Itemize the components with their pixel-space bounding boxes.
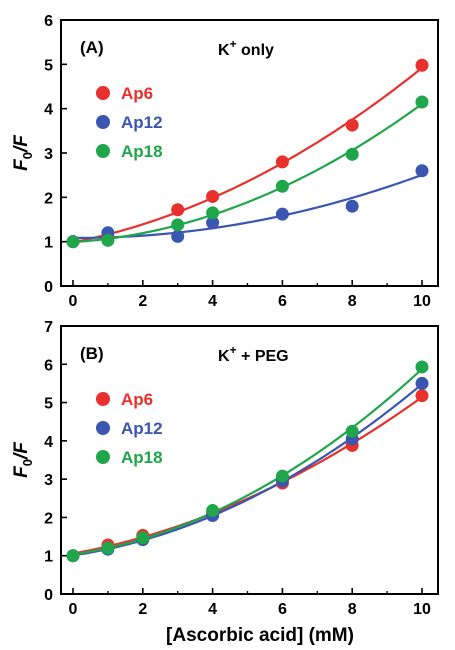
plot-frame xyxy=(60,325,439,595)
legend-marker-ap18 xyxy=(96,450,110,464)
data-point-ap12 xyxy=(415,164,429,178)
x-tick-label: 4 xyxy=(208,293,217,310)
data-point-ap12 xyxy=(415,376,429,390)
x-axis-title: [Ascorbic acid] (mM) xyxy=(166,625,354,646)
condition-label: K+ + PEG xyxy=(218,343,289,365)
y-axis-title-sub: 0 xyxy=(20,459,35,466)
y-axis-title-main: F xyxy=(11,465,32,478)
data-point-ap18 xyxy=(66,549,80,563)
data-point-ap18 xyxy=(345,424,359,438)
fit-curve-ap18 xyxy=(72,368,423,556)
data-point-ap18 xyxy=(415,360,429,374)
legend-marker-ap18 xyxy=(96,144,110,158)
legend-marker-ap6 xyxy=(96,86,110,100)
legend-marker-ap6 xyxy=(96,392,110,406)
y-tick-label: 4 xyxy=(44,434,53,451)
condition-base: K xyxy=(218,348,230,365)
y-tick-label: 3 xyxy=(44,146,53,163)
x-tick-label: 8 xyxy=(348,601,357,618)
x-tick-label: 0 xyxy=(69,601,78,618)
data-point-ap6 xyxy=(415,58,429,72)
legend-label-ap6: Ap6 xyxy=(121,84,153,103)
y-tick-label: 7 xyxy=(44,319,53,336)
panel-label: (A) xyxy=(80,38,104,57)
y-axis-title-main: F xyxy=(11,158,32,171)
x-tick-label: 6 xyxy=(278,293,287,310)
data-point-ap18 xyxy=(345,147,359,161)
data-point-ap18 xyxy=(275,179,289,193)
legend-label-ap12: Ap12 xyxy=(121,419,163,438)
data-point-ap12 xyxy=(171,229,185,243)
y-axis-title-sub: 0 xyxy=(20,152,35,159)
legend-marker-ap12 xyxy=(96,421,110,435)
y-tick-label: 5 xyxy=(44,396,53,413)
condition-sup: + xyxy=(230,343,237,357)
data-point-ap12 xyxy=(206,216,220,230)
x-tick-label: 8 xyxy=(348,293,357,310)
data-point-ap6 xyxy=(171,203,185,217)
data-point-ap12 xyxy=(275,207,289,221)
data-point-ap6 xyxy=(415,389,429,403)
x-tick-label: 10 xyxy=(413,293,431,310)
y-tick-label: 2 xyxy=(44,510,53,527)
data-point-ap6 xyxy=(206,189,220,203)
legend-label-ap18: Ap18 xyxy=(121,448,163,467)
data-point-ap18 xyxy=(136,531,150,545)
condition-sup: + xyxy=(230,37,237,51)
y-axis-title: F0/F xyxy=(11,134,35,171)
y-tick-label: 5 xyxy=(44,57,53,74)
data-point-ap18 xyxy=(206,206,220,220)
data-point-ap6 xyxy=(275,155,289,169)
x-tick-label: 2 xyxy=(138,293,147,310)
fit-curve-ap12 xyxy=(72,173,423,239)
y-tick-label: 0 xyxy=(44,587,53,604)
legend-label-ap12: Ap12 xyxy=(121,113,163,132)
data-point-ap18 xyxy=(206,504,220,518)
condition-rest: only xyxy=(237,42,274,59)
y-tick-label: 6 xyxy=(44,13,53,30)
data-point-ap18 xyxy=(66,235,80,249)
y-tick-label: 2 xyxy=(44,190,53,207)
x-tick-label: 10 xyxy=(413,601,431,618)
fit-curve-ap6 xyxy=(72,66,423,244)
data-point-ap18 xyxy=(275,469,289,483)
data-point-ap18 xyxy=(101,233,115,247)
x-tick-label: 0 xyxy=(69,293,78,310)
fit-curve-ap12 xyxy=(72,383,423,557)
condition-base: K xyxy=(218,42,230,59)
y-tick-label: 1 xyxy=(44,549,53,566)
condition-label: K+ only xyxy=(218,37,274,59)
data-point-ap18 xyxy=(171,218,185,232)
data-point-ap18 xyxy=(101,541,115,555)
condition-rest: + PEG xyxy=(237,348,289,365)
y-axis-title-rest: /F xyxy=(11,441,32,460)
y-axis-title: F0/F xyxy=(11,441,35,478)
y-tick-label: 3 xyxy=(44,472,53,489)
legend-label-ap6: Ap6 xyxy=(121,390,153,409)
plot-frame xyxy=(60,19,439,287)
y-tick-label: 6 xyxy=(44,357,53,374)
y-tick-label: 4 xyxy=(44,102,53,119)
data-point-ap6 xyxy=(345,118,359,132)
legend-marker-ap12 xyxy=(96,115,110,129)
data-point-ap12 xyxy=(345,199,359,213)
fit-curve-ap18 xyxy=(72,103,423,244)
data-point-ap18 xyxy=(415,95,429,109)
legend-label-ap18: Ap18 xyxy=(121,142,163,161)
panel-label: (B) xyxy=(80,344,104,363)
x-tick-label: 4 xyxy=(208,601,217,618)
x-tick-label: 2 xyxy=(138,601,147,618)
y-tick-label: 1 xyxy=(44,235,53,252)
y-axis-title-rest: /F xyxy=(11,134,32,153)
y-tick-label: 0 xyxy=(44,279,53,296)
x-tick-label: 6 xyxy=(278,601,287,618)
